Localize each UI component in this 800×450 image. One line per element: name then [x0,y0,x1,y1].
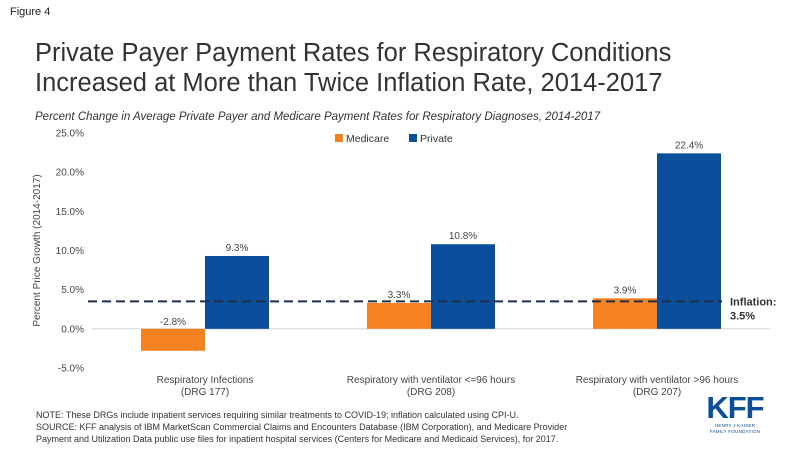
y-tick-label: 20.0% [56,168,84,179]
data-label: 10.8% [449,231,477,242]
x-tick-label: (DRG 207) [633,387,681,398]
kff-logo-mark: KFF [706,390,764,425]
inflation-label: Inflation: [730,296,776,308]
chart-subtitle: Percent Change in Average Private Payer … [35,111,601,123]
chart-title: Private Payer Payment Rates for Respirat… [35,39,672,97]
bar-medicare [367,302,431,329]
kff-logo-line1: HENRY J KAISER [714,423,756,428]
bar-private [657,153,721,329]
note-line: SOURCE: KFF analysis of IBM MarketScan C… [36,422,568,432]
data-label: 3.3% [388,290,411,301]
legend-swatch-medicare [335,134,343,142]
bar-medicare [593,298,657,329]
legend-label-private: Private [420,133,453,145]
figure-label: Figure 4 [10,6,51,18]
data-label: 3.9% [614,285,637,296]
bar-medicare [141,328,205,351]
y-axis-label: Percent Price Growth (2014-2017) [32,174,43,326]
y-tick-label: 0.0% [61,324,84,335]
legend-swatch-private [409,134,417,142]
y-tick-label: 15.0% [56,207,84,218]
kff-logo-line2: FAMILY FOUNDATION [709,428,761,434]
inflation-label: 3.5% [730,310,755,322]
y-tick-label: -5.0% [58,364,84,375]
note-line: Payment and Utilization Data public use … [36,434,559,444]
x-tick-label: (DRG 208) [407,387,455,398]
x-tick-label: Respiratory Infections [157,375,254,386]
x-tick-label: (DRG 177) [181,387,229,398]
y-tick-label: 25.0% [56,129,84,140]
kff-logo: KFF HENRY J KAISER FAMILY FOUNDATION [700,390,770,434]
bar-private [205,255,269,329]
y-tick-label: 5.0% [61,285,84,296]
data-label: -2.8% [160,317,186,328]
legend-label-medicare: Medicare [346,133,389,145]
data-label: 22.4% [675,140,703,151]
x-tick-label: Respiratory with ventilator >96 hours [576,375,739,386]
data-label: 9.3% [226,243,249,254]
source-notes: NOTE: These DRGs include inpatient servi… [36,409,676,445]
note-line: NOTE: These DRGs include inpatient servi… [36,410,519,420]
y-tick-label: 10.0% [56,246,84,257]
x-tick-label: Respiratory with ventilator <=96 hours [347,375,515,386]
bar-private [431,244,495,329]
